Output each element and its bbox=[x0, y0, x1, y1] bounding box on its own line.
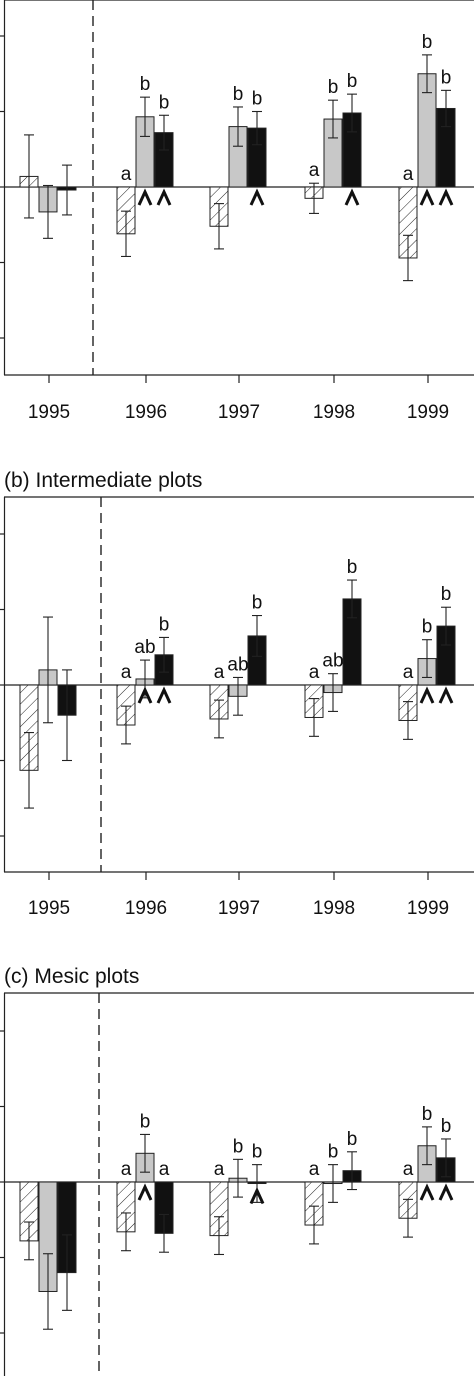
x-tick-label: 1996 bbox=[125, 402, 167, 423]
caret-marker bbox=[438, 1183, 454, 1201]
significance-letter: ab bbox=[134, 637, 155, 658]
caret-marker bbox=[156, 188, 172, 206]
significance-letter: a bbox=[403, 1159, 414, 1180]
significance-letter: a bbox=[159, 1159, 170, 1180]
x-tick-label: 1999 bbox=[407, 898, 449, 919]
significance-letter: b bbox=[159, 92, 170, 113]
significance-letter: b bbox=[233, 84, 244, 105]
panel-title: (c) Mesic plots bbox=[4, 965, 139, 988]
significance-letter: b bbox=[441, 1116, 452, 1137]
significance-letter: b bbox=[422, 32, 433, 53]
caret-marker bbox=[438, 188, 454, 206]
significance-letter: b bbox=[347, 71, 358, 92]
caret-marker bbox=[419, 188, 435, 206]
significance-letter: a bbox=[121, 1159, 132, 1180]
x-tick-label: 1997 bbox=[218, 898, 260, 919]
significance-letter: b bbox=[159, 614, 170, 635]
significance-letter: ab bbox=[227, 654, 248, 675]
x-tick-label: 1995 bbox=[28, 402, 70, 423]
significance-letter: ab bbox=[322, 651, 343, 672]
x-tick-label: 1995 bbox=[28, 898, 70, 919]
caret-marker bbox=[137, 1183, 153, 1201]
caret-marker bbox=[156, 686, 172, 704]
panel-title: (b) Intermediate plots bbox=[4, 469, 202, 492]
significance-letter: b bbox=[422, 617, 433, 638]
x-tick-label: 1999 bbox=[407, 402, 449, 423]
significance-letter: a bbox=[214, 1159, 225, 1180]
significance-letter: b bbox=[233, 1136, 244, 1157]
significance-letter: a bbox=[121, 662, 132, 683]
x-tick-label: 1998 bbox=[313, 402, 355, 423]
significance-letter: a bbox=[309, 1159, 320, 1180]
significance-letter: a bbox=[309, 160, 320, 181]
x-tick-label: 1998 bbox=[313, 898, 355, 919]
significance-letter: b bbox=[422, 1104, 433, 1125]
significance-letter: a bbox=[403, 164, 414, 185]
significance-letter: a bbox=[121, 164, 132, 185]
significance-letter: b bbox=[140, 74, 151, 95]
caret-marker bbox=[419, 1183, 435, 1201]
caret-marker bbox=[137, 188, 153, 206]
significance-letter: b bbox=[441, 67, 452, 88]
significance-letter: b bbox=[252, 1142, 263, 1163]
significance-letter: a bbox=[403, 662, 414, 683]
significance-letter: b bbox=[347, 1129, 358, 1150]
significance-letter: b bbox=[441, 584, 452, 605]
caret-marker bbox=[137, 686, 153, 704]
significance-letter: a bbox=[214, 662, 225, 683]
caret-marker bbox=[344, 188, 360, 206]
significance-letter: b bbox=[252, 593, 263, 614]
caret-marker bbox=[249, 188, 265, 206]
significance-letter: b bbox=[140, 1111, 151, 1132]
significance-letter: b bbox=[328, 77, 339, 98]
significance-letter: b bbox=[252, 89, 263, 110]
caret-marker bbox=[249, 1186, 265, 1205]
caret-marker bbox=[419, 686, 435, 704]
x-tick-label: 1996 bbox=[125, 898, 167, 919]
caret-marker bbox=[438, 686, 454, 704]
x-tick-label: 1997 bbox=[218, 402, 260, 423]
significance-letter: a bbox=[309, 662, 320, 683]
significance-letter: b bbox=[347, 557, 358, 578]
significance-letter: b bbox=[328, 1142, 339, 1163]
